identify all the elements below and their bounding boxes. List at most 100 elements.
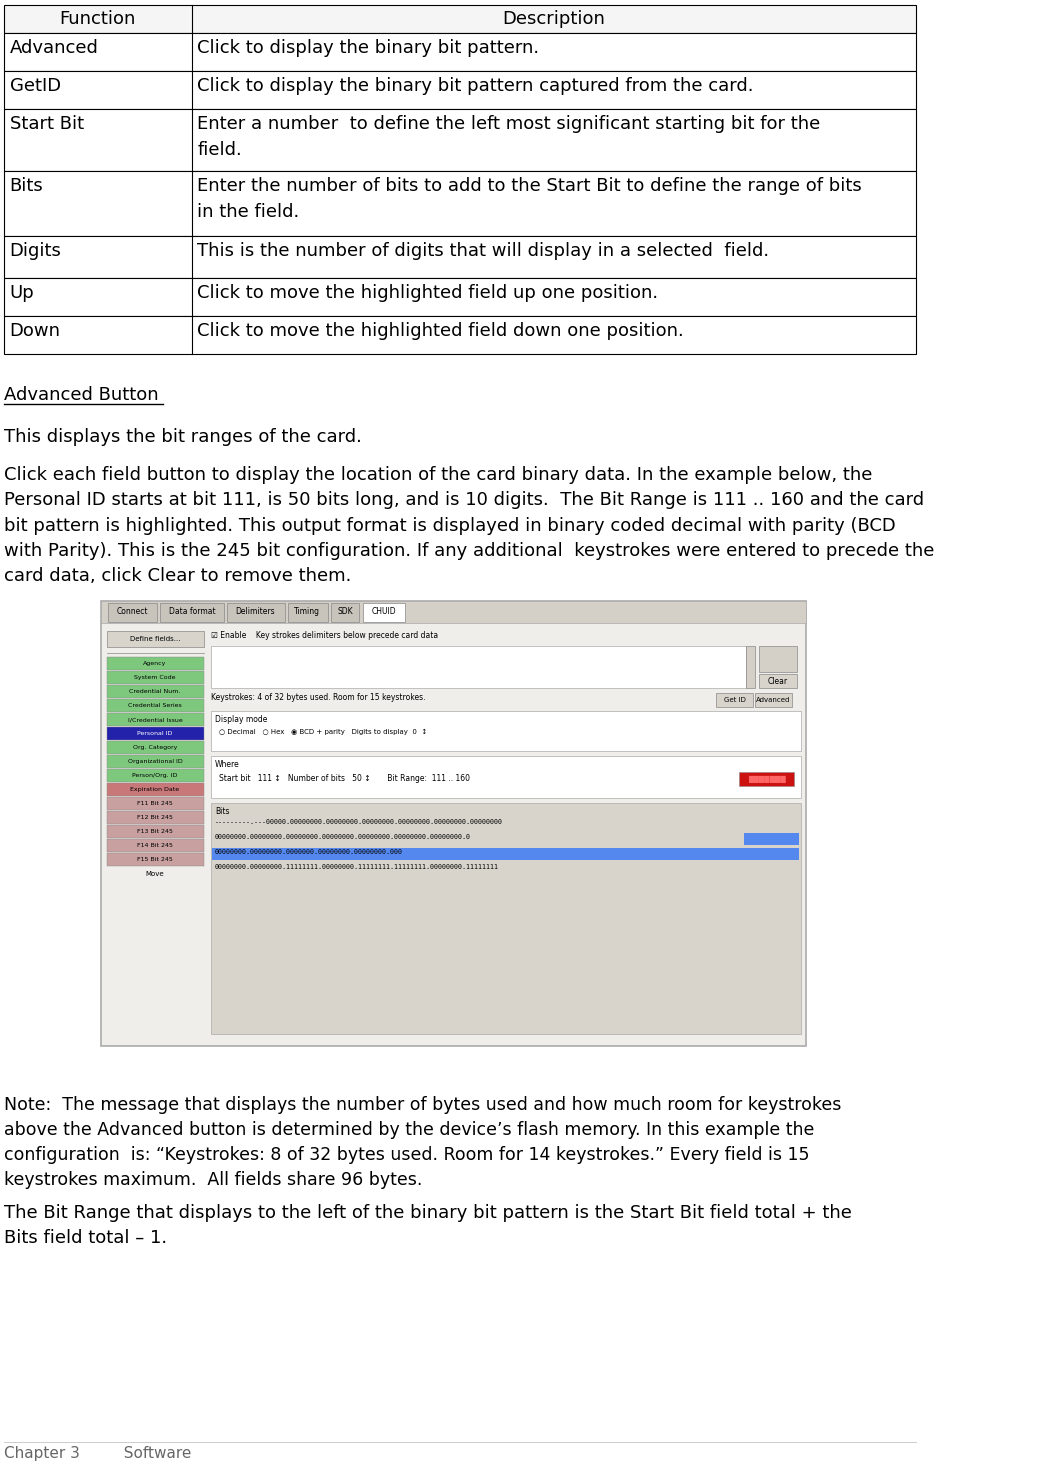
Text: Person/Org. ID: Person/Org. ID — [133, 773, 178, 778]
Text: Click to display the binary bit pattern.: Click to display the binary bit pattern. — [198, 40, 539, 57]
Text: Chapter 3         Software: Chapter 3 Software — [4, 1445, 192, 1462]
Bar — [107, 727, 204, 740]
Text: 00000000.00000000.00000000.00000000.00000000.00000000.00000000.0: 00000000.00000000.00000000.00000000.0000… — [215, 834, 471, 840]
Text: Org. Category: Org. Category — [133, 745, 178, 751]
Text: Note:  The message that displays the number of bytes used and how much room for : Note: The message that displays the numb… — [4, 1097, 842, 1189]
Text: Get ID: Get ID — [724, 696, 746, 704]
Bar — [210, 756, 800, 798]
Text: This displays the bit ranges of the card.: This displays the bit ranges of the card… — [4, 428, 363, 446]
Text: SDK: SDK — [338, 607, 353, 617]
Bar — [746, 647, 754, 688]
Text: Click to display the binary bit pattern captured from the card.: Click to display the binary bit pattern … — [198, 78, 753, 95]
Bar — [102, 623, 806, 1045]
Bar — [4, 279, 916, 317]
Bar — [331, 603, 359, 622]
Bar — [109, 603, 157, 622]
Bar — [4, 70, 916, 108]
Text: Keystrokes: 4 of 32 bytes used. Room for 15 keystrokes.: Keystrokes: 4 of 32 bytes used. Room for… — [210, 693, 425, 702]
Bar — [759, 674, 797, 688]
Text: Enter the number of bits to add to the Start Bit to define the range of bits
in : Enter the number of bits to add to the S… — [198, 177, 862, 221]
Text: ○ Decimal   ○ Hex   ◉ BCD + parity   Digits to display  0  ↕: ○ Decimal ○ Hex ◉ BCD + parity Digits to… — [219, 729, 427, 734]
Bar — [107, 798, 204, 811]
Bar — [212, 847, 799, 861]
Text: Digits: Digits — [9, 242, 62, 259]
Bar — [107, 853, 204, 866]
Bar — [759, 647, 797, 671]
Text: F15 Bit 245: F15 Bit 245 — [137, 858, 172, 862]
Bar — [107, 712, 204, 726]
Text: Define fields...: Define fields... — [130, 636, 181, 642]
Bar — [160, 603, 224, 622]
Text: Delimiters: Delimiters — [236, 607, 275, 617]
Text: This is the number of digits that will display in a selected  field.: This is the number of digits that will d… — [198, 242, 769, 259]
Text: CHUID: CHUID — [372, 607, 396, 617]
Bar — [4, 108, 916, 172]
Bar — [363, 603, 405, 622]
Text: Clear: Clear — [768, 676, 788, 686]
Text: Advanced Button: Advanced Button — [4, 386, 159, 405]
Bar — [210, 711, 800, 751]
Text: F12 Bit 245: F12 Bit 245 — [137, 815, 173, 819]
Text: Up: Up — [9, 284, 34, 302]
Bar — [288, 603, 328, 622]
Text: Agency: Agency — [143, 661, 167, 666]
Bar — [107, 740, 204, 754]
Bar — [4, 317, 916, 353]
Text: ███████: ███████ — [747, 776, 785, 783]
Text: Click each field button to display the location of the card binary data. In the : Click each field button to display the l… — [4, 466, 935, 585]
Text: 00000000.00000000.0000000.00000000.00000000.000: 00000000.00000000.0000000.00000000.00000… — [215, 849, 403, 855]
Text: The Bit Range that displays to the left of the binary bit pattern is the Start B: The Bit Range that displays to the left … — [4, 1204, 853, 1248]
Bar — [210, 803, 800, 1034]
Text: F13 Bit 245: F13 Bit 245 — [137, 828, 173, 834]
Text: F11 Bit 245: F11 Bit 245 — [137, 800, 172, 806]
Bar — [107, 770, 204, 781]
Bar — [107, 839, 204, 852]
Text: Display mode: Display mode — [215, 715, 268, 724]
Text: Credential Series: Credential Series — [129, 704, 182, 708]
Bar — [107, 699, 204, 712]
Text: I/Credential Issue: I/Credential Issue — [127, 717, 183, 721]
Text: Function: Function — [60, 10, 136, 28]
Bar — [107, 630, 204, 647]
Bar — [4, 236, 916, 279]
Text: Start Bit: Start Bit — [9, 114, 84, 133]
Text: Timing: Timing — [295, 607, 321, 617]
Bar — [210, 647, 746, 688]
Text: Connect: Connect — [116, 607, 148, 617]
Text: ---------.---00000.00000000.00000000.00000000.00000000.00000000.00000000: ---------.---00000.00000000.00000000.000… — [215, 819, 503, 825]
Bar — [107, 685, 204, 698]
Text: Data format: Data format — [168, 607, 215, 617]
Bar — [739, 773, 794, 786]
Text: Where: Where — [215, 759, 239, 770]
Bar — [107, 783, 204, 796]
Bar — [101, 601, 806, 623]
Text: Organizational ID: Organizational ID — [127, 759, 183, 764]
Text: Advanced: Advanced — [757, 696, 791, 704]
Text: Down: Down — [9, 323, 61, 340]
Text: Enter a number  to define the left most significant starting bit for the
field.: Enter a number to define the left most s… — [198, 114, 820, 158]
Text: Bits: Bits — [9, 177, 44, 195]
Bar — [107, 811, 204, 824]
Text: Click to move the highlighted field down one position.: Click to move the highlighted field down… — [198, 323, 684, 340]
Bar — [107, 657, 204, 670]
Bar — [101, 601, 806, 1047]
Bar — [4, 172, 916, 236]
Text: Description: Description — [503, 10, 605, 28]
Text: Move: Move — [145, 871, 164, 877]
Bar — [4, 4, 916, 34]
Bar — [107, 755, 204, 768]
Text: Credential Num.: Credential Num. — [130, 689, 181, 693]
Text: 00000000.00000000.11111111.00000000.11111111.11111111.00000000.11111111: 00000000.00000000.11111111.00000000.1111… — [215, 863, 498, 869]
Text: ☑ Enable    Key strokes delimiters below precede card data: ☑ Enable Key strokes delimiters below pr… — [210, 630, 438, 641]
Text: Start bit   111 ↕   Number of bits   50 ↕       Bit Range:  111 .. 160: Start bit 111 ↕ Number of bits 50 ↕ Bit … — [219, 774, 470, 783]
Bar — [754, 693, 792, 707]
Text: Advanced: Advanced — [9, 40, 98, 57]
Text: F14 Bit 245: F14 Bit 245 — [137, 843, 173, 847]
Text: Expiration Date: Expiration Date — [131, 787, 180, 792]
Text: Click to move the highlighted field up one position.: Click to move the highlighted field up o… — [198, 284, 658, 302]
Bar — [744, 833, 799, 844]
Bar — [107, 825, 204, 839]
Text: Personal ID: Personal ID — [137, 732, 172, 736]
Bar — [716, 693, 753, 707]
Text: Bits: Bits — [215, 806, 230, 817]
